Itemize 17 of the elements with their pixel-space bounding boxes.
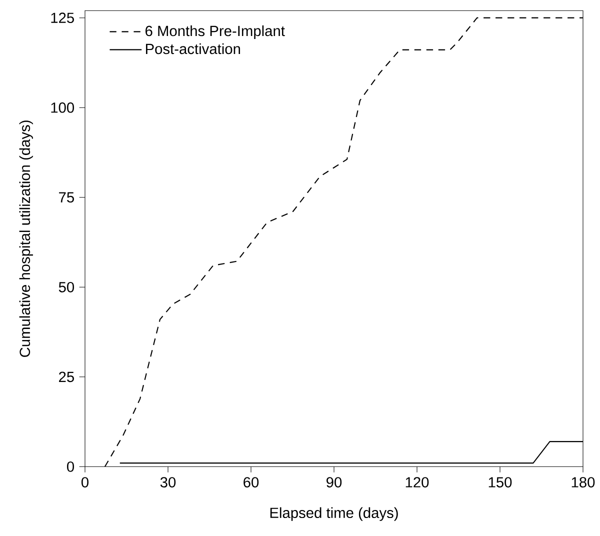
x-tick-label: 90 bbox=[326, 477, 342, 488]
x-tick-label: 120 bbox=[406, 477, 429, 488]
y-tick-label: 100 bbox=[51, 102, 74, 113]
y-tick-label: 0 bbox=[67, 461, 74, 472]
legend-label: 6 Months Pre-Implant bbox=[146, 25, 285, 40]
x-tick-label: 30 bbox=[160, 477, 176, 488]
y-tick-label: 125 bbox=[51, 12, 74, 24]
y-tick-label: 25 bbox=[59, 372, 74, 382]
x-tick-label: 180 bbox=[572, 477, 595, 488]
x-axis-title: Elapsed time (days) bbox=[270, 507, 398, 521]
y-axis-title: Cumulative hospital utilization (days) bbox=[19, 120, 33, 357]
y-tick-label: 75 bbox=[59, 192, 74, 202]
x-tick-label: 150 bbox=[488, 477, 512, 488]
x-tick-label: 0 bbox=[81, 477, 88, 488]
y-tick-label: 50 bbox=[58, 282, 74, 292]
legend-label: Post-activation bbox=[146, 43, 240, 54]
x-tick-label: 60 bbox=[244, 477, 259, 488]
